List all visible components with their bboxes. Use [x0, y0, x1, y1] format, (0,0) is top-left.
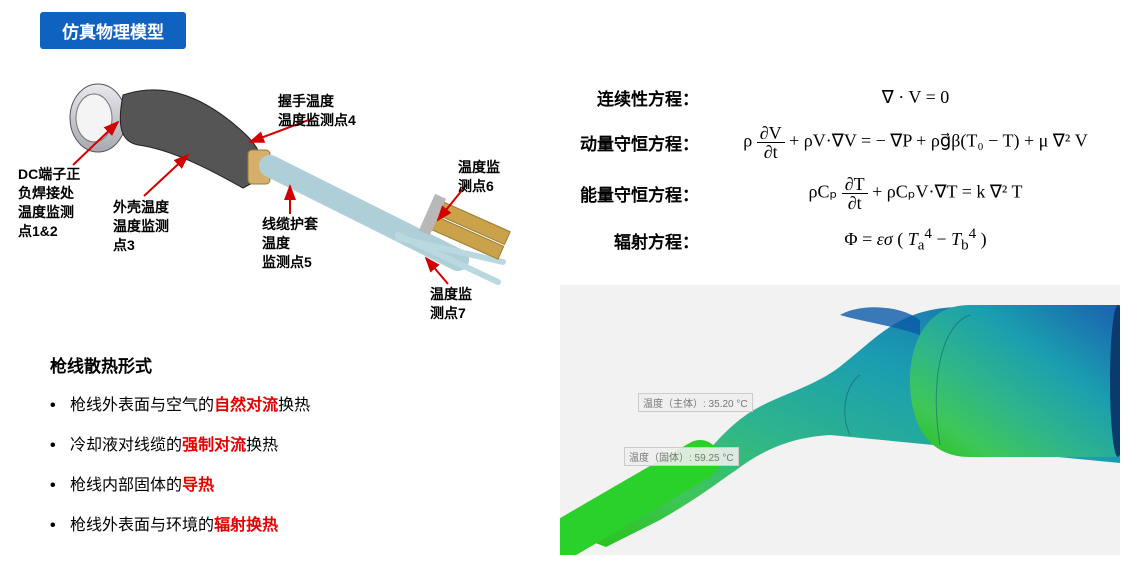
equation-body: ρ ∂V∂t + ρV·∇V = − ∇P + ρg⃗β(T₀ − T) + μ…: [703, 124, 1128, 161]
callout-shell-temp: 外壳温度 温度监测 点3: [113, 198, 169, 255]
equation-continuity: 连续性方程：∇ · V = 0: [548, 85, 1128, 110]
callout-sheath: 线缆护套 温度 监测点5: [262, 215, 318, 272]
dissipation-item-4: 枪线外表面与环境的辐射换热: [50, 511, 530, 535]
equation-label: 连续性方程：: [548, 85, 703, 110]
dissipation-item-3: 枪线内部固体的导热: [50, 471, 530, 495]
equation-label: 能量守恒方程：: [548, 181, 703, 206]
equation-body: ∇ · V = 0: [703, 87, 1128, 108]
callout-grip-temp: 握手温度 温度监测点4: [278, 92, 356, 130]
dissipation-item-2: 冷却液对线缆的强制对流换热: [50, 431, 530, 455]
equation-radiation: 辐射方程：Φ = εσ ( Ta4 − Tb4 ): [548, 226, 1128, 255]
equation-label: 动量守恒方程：: [548, 130, 703, 155]
callout-dc-weld: DC端子正 负焊接处 温度监测 点1&2: [18, 165, 80, 241]
governing-equations: 连续性方程：∇ · V = 0 动量守恒方程：ρ ∂V∂t + ρV·∇V = −…: [548, 85, 1128, 269]
section-badge: 仿真物理模型: [40, 12, 186, 49]
callout-temp-pt7: 温度监 测点7: [430, 285, 472, 323]
connector-labeled-diagram: 握手温度 温度监测点4温度监 测点6DC端子正 负焊接处 温度监测 点1&2外壳…: [28, 60, 518, 350]
temperature-readout-2: 温度（固体）: 59.25 °C: [624, 447, 739, 466]
temperature-readout-1: 温度（主体）: 35.20 °C: [638, 393, 753, 412]
equation-energy: 能量守恒方程：ρCₚ ∂T∂t + ρCₚV·∇T = k ∇² T: [548, 175, 1128, 212]
thermal-svg: [560, 285, 1120, 555]
callout-temp-pt6: 温度监 测点6: [458, 158, 500, 196]
equation-body: ρCₚ ∂T∂t + ρCₚV·∇T = k ∇² T: [703, 175, 1128, 212]
equation-body: Φ = εσ ( Ta4 − Tb4 ): [703, 226, 1128, 255]
dissipation-title: 枪线散热形式: [50, 352, 530, 377]
heat-dissipation-list: 枪线散热形式 枪线外表面与空气的自然对流换热冷却液对线缆的强制对流换热枪线内部固…: [50, 352, 530, 551]
equation-label: 辐射方程：: [548, 228, 703, 253]
dissipation-item-1: 枪线外表面与空气的自然对流换热: [50, 391, 530, 415]
thermal-render: 温度（主体）: 35.20 °C 温度（固体）: 59.25 °C: [560, 285, 1120, 555]
equation-momentum: 动量守恒方程：ρ ∂V∂t + ρV·∇V = − ∇P + ρg⃗β(T₀ −…: [548, 124, 1128, 161]
